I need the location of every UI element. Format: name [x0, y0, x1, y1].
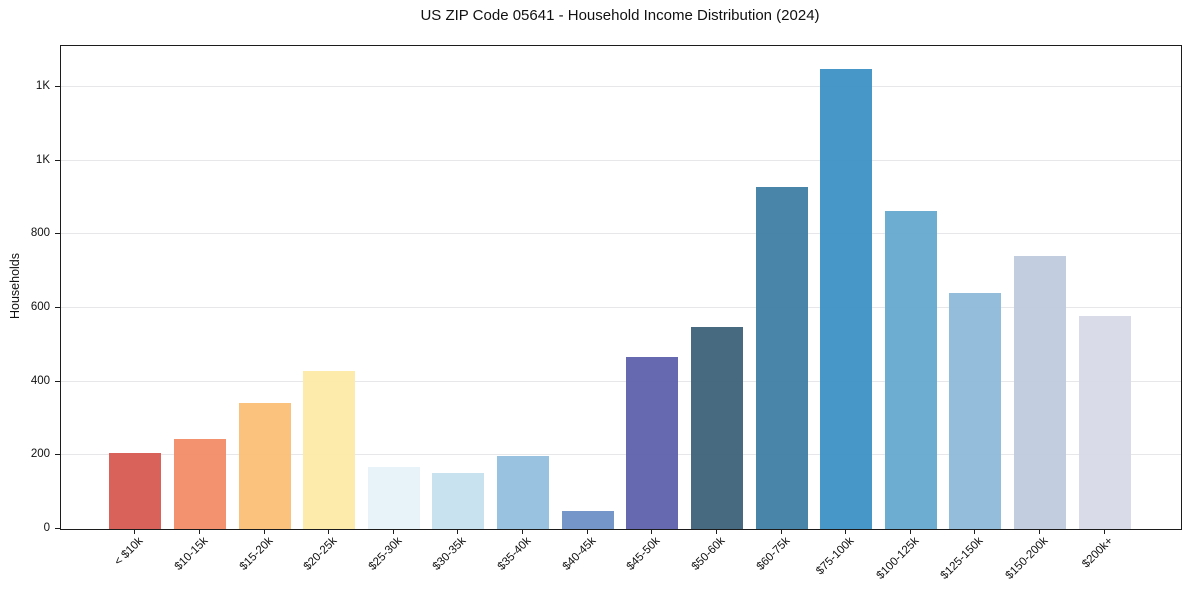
x-tick-mark [392, 529, 394, 534]
bar [626, 356, 679, 529]
y-tick-label: 200 [30, 448, 50, 461]
x-tick-label: $150-200k [1003, 535, 1051, 582]
y-tick-label: 600 [30, 300, 50, 313]
y-tick-label: 400 [30, 374, 50, 387]
plot-area [60, 45, 1182, 530]
gridline [61, 306, 1181, 308]
y-tick-label: 1K [35, 79, 50, 92]
y-tick-label: 800 [30, 227, 50, 240]
x-tick-label: $15-20k [237, 535, 276, 573]
gridline [61, 233, 1181, 235]
x-tick-mark [909, 529, 911, 534]
bar [109, 453, 162, 529]
y-tick-mark [55, 159, 60, 161]
bar [561, 510, 614, 529]
x-tick-label: $30-35k [431, 535, 469, 573]
x-tick-mark [651, 529, 653, 534]
x-tick-label: $75-100k [814, 535, 857, 578]
bar [690, 326, 743, 529]
x-tick-label: $35-40k [495, 535, 534, 573]
y-tick-mark [55, 306, 60, 308]
y-tick-mark [55, 233, 60, 235]
x-tick-label: $20-25k [301, 535, 340, 573]
y-tick-mark [55, 380, 60, 382]
y-tick-mark [55, 454, 60, 456]
bar [303, 370, 356, 529]
x-tick-mark [263, 529, 265, 534]
bar [497, 455, 550, 529]
x-tick-mark [134, 529, 136, 534]
bar [755, 186, 808, 529]
x-tick-label: $40-45k [560, 535, 599, 573]
x-tick-label: $25-30k [366, 535, 405, 573]
bar [367, 467, 420, 529]
y-tick-mark [55, 85, 60, 87]
x-tick-label: < $10k [112, 535, 146, 569]
gridline [61, 380, 1181, 382]
bar [820, 69, 873, 529]
bar [238, 403, 291, 529]
bar [173, 439, 226, 529]
y-tick-label: 1K [35, 153, 50, 166]
x-tick-label: $50-60k [689, 535, 728, 573]
x-tick-mark [457, 529, 459, 534]
x-tick-label: $100-125k [874, 535, 922, 582]
x-tick-mark [974, 529, 976, 534]
x-tick-mark [1039, 529, 1041, 534]
x-tick-label: $125-150k [939, 535, 986, 582]
gridline [61, 159, 1181, 161]
x-tick-mark [715, 529, 717, 534]
x-tick-mark [845, 529, 847, 534]
y-tick-label: 0 [43, 522, 50, 534]
gridline [61, 85, 1181, 87]
x-tick-label: $45-50k [624, 535, 663, 573]
x-tick-label: $60-75k [754, 535, 793, 573]
y-tick-mark [55, 528, 60, 529]
gridline [61, 454, 1181, 456]
x-tick-mark [198, 529, 200, 534]
bar [1014, 255, 1067, 529]
bar [949, 293, 1002, 529]
x-tick-label: $200k+ [1079, 535, 1116, 571]
bar [884, 211, 937, 529]
chart-title: US ZIP Code 05641 - Household Income Dis… [420, 7, 820, 24]
x-tick-mark [1103, 529, 1105, 534]
bar [1078, 316, 1131, 529]
x-tick-mark [328, 529, 330, 534]
x-tick-mark [586, 529, 588, 534]
x-tick-mark [780, 529, 782, 534]
x-tick-label: $10-15k [172, 535, 211, 573]
x-tick-mark [522, 529, 524, 534]
bar [432, 473, 485, 529]
